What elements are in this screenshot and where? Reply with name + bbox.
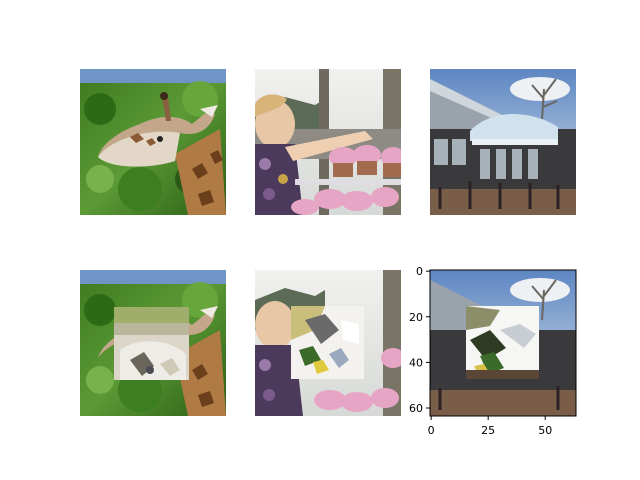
panel-cupcakes xyxy=(255,69,401,215)
y-tick-label: 20 xyxy=(409,311,423,324)
replaced-patch xyxy=(114,307,189,380)
y-tick-label: 0 xyxy=(416,265,423,278)
y-tick-label: 40 xyxy=(409,356,423,369)
panel-giraffe xyxy=(80,69,226,215)
x-tick-label: 50 xyxy=(538,424,552,437)
replaced-patch xyxy=(291,306,364,379)
axes-frame xyxy=(429,269,577,417)
x-tick-label: 25 xyxy=(481,424,495,437)
panel-building xyxy=(430,69,576,215)
panel-building-patched: 0 25 50 0 20 40 60 xyxy=(409,265,577,437)
panel-cupcakes-patched xyxy=(255,270,401,416)
x-tick-label: 0 xyxy=(428,424,435,437)
axis-ticks: 0 25 50 0 20 40 60 xyxy=(409,265,552,437)
replaced-patch xyxy=(466,306,539,379)
panel-giraffe-patched xyxy=(80,270,226,416)
y-tick-label: 60 xyxy=(409,402,423,415)
